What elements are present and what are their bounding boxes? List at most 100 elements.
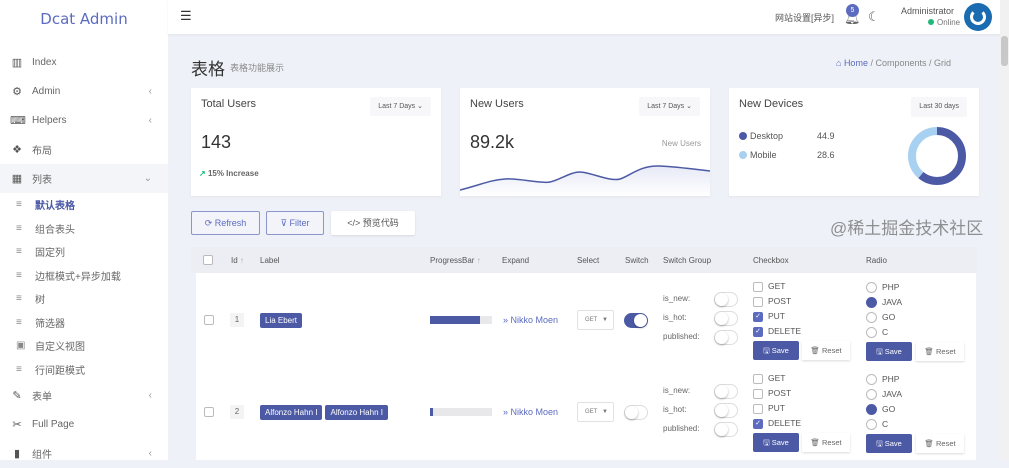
expand-link[interactable]: » Nikko Moen [503, 407, 559, 417]
method-checkbox[interactable]: ✓ [753, 312, 763, 322]
label-cell: Lia Ebert [260, 313, 303, 328]
sidebar-item-1[interactable]: ⚙ Admin ‹ [0, 77, 168, 106]
radio-save-button[interactable]: 🖫 Save [866, 434, 912, 453]
sidebar-item-0[interactable]: ▥ Index [11, 57, 57, 69]
range-dropdown[interactable]: Last 7 Days ⌄ [639, 97, 700, 116]
sidebar-item-5[interactable]: ✎ 表单 ‹ [0, 381, 168, 410]
method-select[interactable]: GET ▼ [577, 402, 614, 422]
sidebar-item-3[interactable]: ❖ 布局 [0, 135, 168, 164]
sidebar-item-7[interactable]: ▮ 组件 ‹ [0, 439, 168, 468]
col-label: Label [260, 256, 280, 265]
range-button[interactable]: Last 30 days [911, 97, 967, 117]
table-body: 1 Lia Ebert » Nikko Moen GET ▼ is_new: is_h… [196, 273, 976, 460]
sidebar-subitem-2[interactable]: ≡ 固定列 [16, 246, 65, 260]
sidebar-item-4[interactable]: ▦ 列表 ⌄ [0, 164, 168, 193]
sidebar-item-6[interactable]: ✂ Full Page [0, 410, 168, 439]
sort-icon: ↑ [476, 256, 481, 265]
checkbox-reset-button[interactable]: 🗑︎ Reset [802, 433, 850, 452]
tablet-icon: ▮ [13, 448, 21, 460]
switch-group-toggle[interactable] [714, 292, 738, 307]
checkbox-reset-button[interactable]: 🗑︎ Reset [802, 341, 850, 360]
sidebar-item-2[interactable]: ⌨ Helpers ‹ [10, 115, 152, 127]
breadcrumb-home[interactable]: ⌂ Home [836, 58, 868, 68]
cubes-icon: ❖ [12, 144, 22, 156]
language-radio[interactable] [866, 419, 877, 430]
row-checkbox[interactable] [204, 315, 214, 325]
method-checkbox[interactable] [753, 374, 763, 384]
new-users-sparkline [460, 165, 710, 196]
switch-group-toggle[interactable] [714, 403, 738, 418]
col-switch-group: Switch Group [663, 256, 712, 265]
language-radio[interactable] [866, 327, 877, 338]
language-radio[interactable] [866, 282, 877, 293]
sidebar-subitem-7[interactable]: ≡ 行间距模式 [16, 363, 85, 377]
radio-reset-button[interactable]: 🗑︎ Reset [916, 342, 964, 361]
switch-group-toggle[interactable] [714, 422, 738, 437]
sidebar: Dcat Admin ▥ Index ⚙ Admin ‹ ⌨ Helpers ‹ ❖ 布局 ▦ 列表 ⌄… [0, 0, 168, 461]
scissors-icon: ✂ [12, 419, 22, 431]
progress-bar [430, 408, 492, 416]
expand-link[interactable]: » Nikko Moen [503, 315, 559, 325]
row-switch[interactable] [624, 313, 648, 328]
sidebar-subitem-1[interactable]: ≡ 组合表头 [16, 222, 75, 236]
radio-label: GO [882, 404, 896, 414]
switch-group-toggle[interactable] [714, 311, 738, 326]
legend-desktop: Desktop 44.9 [739, 131, 835, 141]
caret-down-icon: ▼ [602, 409, 608, 415]
language-radio[interactable] [866, 374, 877, 385]
sidebar-subitem-3[interactable]: ≡ 边框模式+异步加载 [16, 269, 121, 283]
col-progressbar[interactable]: ProgressBar ↑ [430, 256, 481, 265]
radio-save-button[interactable]: 🖫 Save [866, 342, 912, 361]
refresh-button[interactable]: ⟳ Refresh [191, 211, 260, 235]
avatar[interactable] [964, 3, 992, 31]
sidebar-nav: ▥ Index ⚙ Admin ‹ ⌨ Helpers ‹ ❖ 布局 ▦ 列表 ⌄ ≡ 默认表格 ≡ 组合表头 ≡… [0, 48, 168, 468]
table-row: 1 Lia Ebert » Nikko Moen GET ▼ is_new: is_h… [196, 273, 976, 365]
menu-toggle-icon[interactable]: ☰ [180, 8, 192, 23]
language-radio[interactable] [866, 312, 877, 323]
col-id[interactable]: Id ↑ [231, 256, 244, 265]
new-devices-card: New Devices Last 30 days Desktop 44.9 Mob… [729, 88, 979, 196]
range-dropdown[interactable]: Last 7 Days ⌄ [370, 97, 431, 116]
edit-icon: ✎ [12, 390, 22, 402]
row-switch[interactable] [624, 405, 648, 420]
list-icon: ≡ [16, 269, 22, 281]
user-name[interactable]: Administrator [901, 6, 955, 16]
page-subtitle: 表格功能展示 [230, 63, 285, 73]
logo[interactable]: Dcat Admin [40, 10, 128, 28]
method-checkbox[interactable]: ✓ [753, 419, 763, 429]
switch-group-toggle[interactable] [714, 330, 738, 345]
method-checkbox[interactable] [753, 389, 763, 399]
language-radio[interactable] [866, 297, 877, 308]
label-badge: Alfonzo Hahn I [325, 405, 388, 420]
method-checkbox[interactable] [753, 404, 763, 414]
preview-code-button[interactable]: </> 预览代码 [331, 211, 415, 235]
checkbox-save-button[interactable]: 🖫 Save [753, 341, 799, 360]
sidebar-subitem-0[interactable]: ≡ 默认表格 [16, 199, 75, 213]
switch-group-toggle[interactable] [714, 384, 738, 399]
radio-reset-button[interactable]: 🗑︎ Reset [916, 434, 964, 453]
language-radio[interactable] [866, 389, 877, 400]
caret-down-icon: ▼ [602, 317, 608, 323]
sidebar-subitem-6[interactable]: ▣ 自定义视图 [16, 340, 85, 354]
filter-icon: ⊽ [280, 218, 288, 228]
trend-up-icon: ↗ [199, 169, 206, 178]
select-all-checkbox[interactable] [203, 255, 213, 265]
dark-mode-moon-icon[interactable]: ☾ [868, 9, 880, 24]
filter-button[interactable]: ⊽ Filter [266, 211, 324, 235]
radio-label: GO [882, 312, 896, 322]
site-settings-link[interactable]: 网站设置[异步] [775, 13, 835, 23]
sidebar-subitem-4[interactable]: ≡ 树 [16, 293, 45, 307]
scrollbar[interactable] [1000, 0, 1009, 460]
language-radio[interactable] [866, 404, 877, 415]
row-checkbox[interactable] [204, 407, 214, 417]
checkbox-save-button[interactable]: 🖫 Save [753, 433, 799, 452]
method-checkbox[interactable]: ✓ [753, 327, 763, 337]
sidebar-subitem-5[interactable]: ≡ 筛选器 [16, 316, 65, 330]
method-select[interactable]: GET ▼ [577, 310, 614, 330]
checkbox-label: GET [768, 373, 786, 383]
method-checkbox[interactable] [753, 282, 763, 292]
switch-group-label: published: [663, 424, 700, 433]
list-icon: ≡ [16, 363, 22, 375]
method-checkbox[interactable] [753, 297, 763, 307]
breadcrumb-components[interactable]: Components [875, 58, 927, 68]
